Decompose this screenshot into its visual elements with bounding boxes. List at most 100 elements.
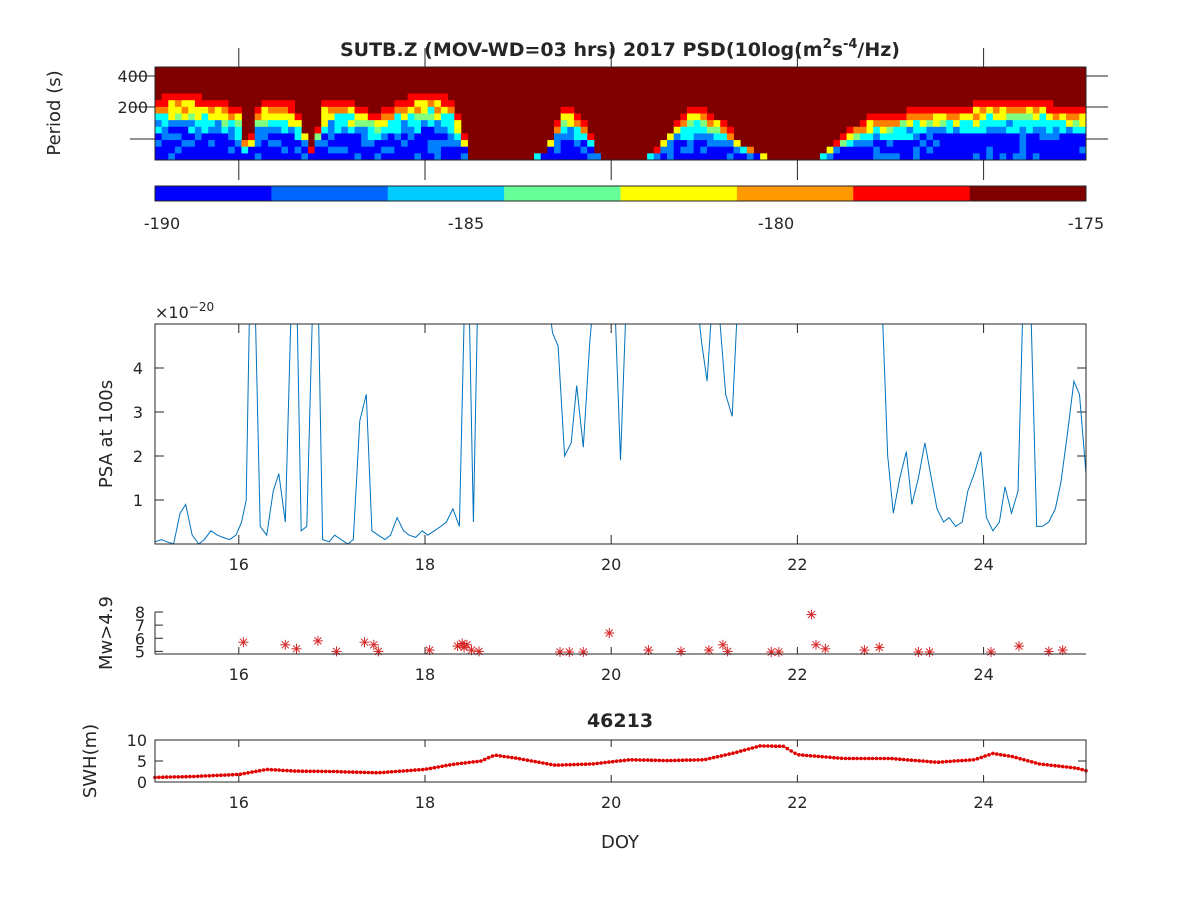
heatmap-cell [288, 120, 296, 128]
heatmap-cell [321, 113, 329, 121]
heatmap-cell [194, 140, 202, 148]
swh-point [1049, 763, 1053, 768]
swh-point [362, 770, 367, 775]
swh-point [292, 769, 297, 773]
heatmap-cell [866, 146, 874, 154]
mw-star-marker [312, 635, 323, 646]
swh-point [386, 770, 390, 774]
swh-point [929, 760, 933, 764]
heatmap-cell [567, 153, 575, 161]
heatmap-cell [421, 153, 429, 161]
heatmap-cell [1079, 153, 1087, 161]
heatmap-cell [301, 146, 309, 154]
heatmap-cell [407, 153, 415, 161]
psa-xtick-label: 20 [601, 555, 621, 574]
heatmap-cell [440, 100, 448, 108]
heatmap-cell [1072, 113, 1080, 121]
heatmap-cell [268, 120, 276, 128]
heatmap-cell [939, 133, 947, 141]
mw-ytick-label: 6 [135, 629, 145, 648]
heatmap-cell [341, 100, 349, 108]
swh-point [987, 753, 991, 757]
heatmap-cell [580, 133, 588, 141]
swh-point [521, 757, 526, 762]
heatmap-cell [959, 113, 967, 121]
heatmap-cell [301, 140, 309, 148]
swh-point [413, 768, 417, 772]
heatmap-cell [208, 120, 216, 128]
heatmap-cell [946, 133, 954, 141]
heatmap-cell [706, 153, 714, 161]
swh-point [960, 758, 964, 763]
swh-point [1064, 765, 1069, 769]
heatmap-cell [899, 146, 907, 154]
heatmap-cell [261, 140, 269, 148]
heatmap-cell [367, 120, 375, 128]
heatmap-cell [261, 153, 269, 161]
swh-point [952, 759, 956, 763]
heatmap-cell [228, 106, 236, 114]
heatmap-cell [440, 146, 448, 154]
heatmap-cell [986, 146, 994, 154]
colorbar-tick-minus185: -185 [448, 214, 484, 233]
heatmap-cell [979, 120, 987, 128]
heatmap-cell [387, 120, 395, 128]
heatmap-cell [913, 126, 921, 134]
heatmap-cell [853, 133, 861, 141]
heatmap-cell [700, 133, 708, 141]
heatmap-cell [401, 153, 409, 161]
heatmap-cell [394, 113, 402, 121]
heatmap-cell [407, 146, 415, 154]
heatmap-cell [407, 93, 415, 101]
heatmap-cell [680, 113, 688, 121]
heatmap-cell [972, 106, 980, 114]
heatmap-cell [168, 140, 176, 148]
heatmap-cell [414, 126, 422, 134]
heatmap-cell [214, 126, 222, 134]
heatmap-cell [347, 106, 355, 114]
swh-point [331, 769, 336, 774]
heatmap-cell [327, 120, 335, 128]
heatmap-cell [387, 140, 395, 148]
heatmap-cell [893, 120, 901, 128]
heatmap-cell [321, 126, 329, 134]
swh-point [261, 768, 266, 772]
heatmap-cell [274, 146, 282, 154]
swh-point [440, 764, 444, 769]
swh-point [956, 759, 960, 763]
heatmap-cell [281, 140, 289, 148]
colorbar-segment [620, 186, 738, 201]
heatmap-cell [959, 106, 967, 114]
heatmap-cell [307, 153, 315, 161]
heatmap-cell [866, 140, 874, 148]
heatmap-cell [1046, 113, 1054, 121]
heatmap-cell [1032, 146, 1040, 154]
heatmap-cell [1066, 106, 1074, 114]
heatmap-cell [347, 100, 355, 108]
swh-point [917, 759, 921, 763]
heatmap-cell [194, 133, 202, 141]
swh-point [552, 763, 557, 767]
swh-point [533, 759, 537, 764]
swh-point [541, 761, 545, 765]
swh-point [587, 762, 592, 766]
heatmap-cell [341, 140, 349, 148]
heatmap-cell [181, 113, 189, 121]
swh-point [1072, 766, 1077, 770]
heatmap-cell [241, 146, 249, 154]
heatmap-cell [334, 133, 342, 141]
heatmap-cell [427, 153, 435, 161]
heatmap-cell [953, 126, 961, 134]
heatmap-cell [221, 140, 229, 148]
heatmap-cell [886, 140, 894, 148]
mw-star-marker [280, 639, 291, 650]
heatmap-cell [1066, 133, 1074, 141]
heatmap-cell [833, 153, 841, 161]
swh-point [428, 766, 433, 771]
heatmap-cell [593, 153, 601, 161]
heatmap-cell [953, 153, 961, 161]
swh-point [742, 748, 747, 752]
heatmap-cell [421, 133, 429, 141]
heatmap-cell [194, 146, 202, 154]
swh-point [230, 772, 235, 777]
